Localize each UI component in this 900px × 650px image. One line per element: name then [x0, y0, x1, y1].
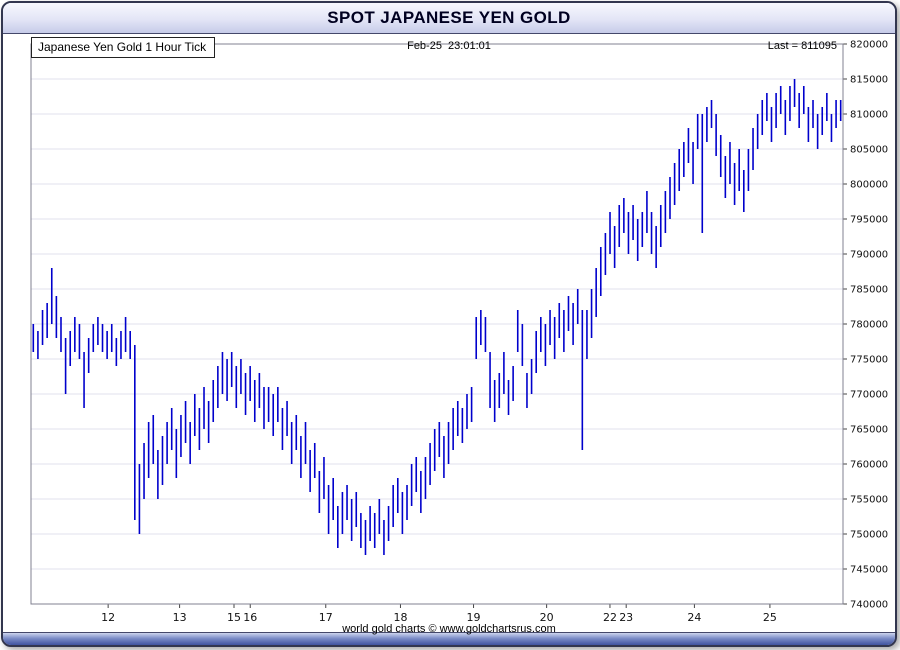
- svg-text:24: 24: [687, 611, 701, 624]
- svg-text:800000: 800000: [850, 180, 888, 191]
- svg-text:755000: 755000: [850, 495, 888, 506]
- chart-timestamp: Feb-25 23:01:01: [407, 40, 491, 52]
- svg-text:16: 16: [243, 611, 257, 624]
- svg-text:740000: 740000: [850, 600, 888, 611]
- svg-text:805000: 805000: [850, 145, 888, 156]
- grid-lines: [31, 78, 843, 570]
- chart-area: Japanese Yen Gold 1 Hour Tick Feb-25 23:…: [3, 34, 895, 635]
- svg-text:17: 17: [319, 611, 333, 624]
- svg-text:19: 19: [467, 611, 481, 624]
- svg-text:770000: 770000: [850, 390, 888, 401]
- series-label-box: Japanese Yen Gold 1 Hour Tick: [31, 37, 216, 58]
- svg-text:13: 13: [173, 611, 187, 624]
- last-price-label: Last = 811095: [767, 40, 837, 52]
- svg-text:780000: 780000: [850, 320, 888, 331]
- svg-text:775000: 775000: [850, 355, 888, 366]
- svg-text:15: 15: [227, 611, 241, 624]
- svg-text:765000: 765000: [850, 425, 888, 436]
- svg-text:18: 18: [393, 611, 407, 624]
- svg-text:20: 20: [540, 611, 554, 624]
- svg-text:25: 25: [763, 611, 777, 624]
- footer-credit: world gold charts © www.goldchartsrus.co…: [342, 623, 556, 635]
- svg-text:810000: 810000: [850, 110, 888, 121]
- svg-text:795000: 795000: [850, 215, 888, 226]
- price-bars: [32, 79, 842, 555]
- chart-canvas: 740000 745000 750000 755000 760000 765000 7700…: [30, 40, 888, 624]
- svg-text:760000: 760000: [850, 460, 888, 471]
- svg-text:785000: 785000: [850, 285, 888, 296]
- svg-text:23: 23: [619, 611, 633, 624]
- svg-text:22: 22: [603, 611, 617, 624]
- svg-text:815000: 815000: [850, 75, 888, 86]
- title-bar[interactable]: SPOT JAPANESE YEN GOLD: [3, 3, 895, 34]
- window-bottom-bar: [3, 632, 895, 645]
- svg-text:745000: 745000: [850, 565, 888, 576]
- axis-ticks-and-labels: 740000 745000 750000 755000 760000 765000 7700…: [30, 40, 888, 624]
- svg-text:820000: 820000: [850, 40, 888, 51]
- svg-text:12: 12: [101, 611, 115, 624]
- svg-text:790000: 790000: [850, 250, 888, 261]
- svg-text:750000: 750000: [850, 530, 888, 541]
- window-title: SPOT JAPANESE YEN GOLD: [327, 8, 571, 27]
